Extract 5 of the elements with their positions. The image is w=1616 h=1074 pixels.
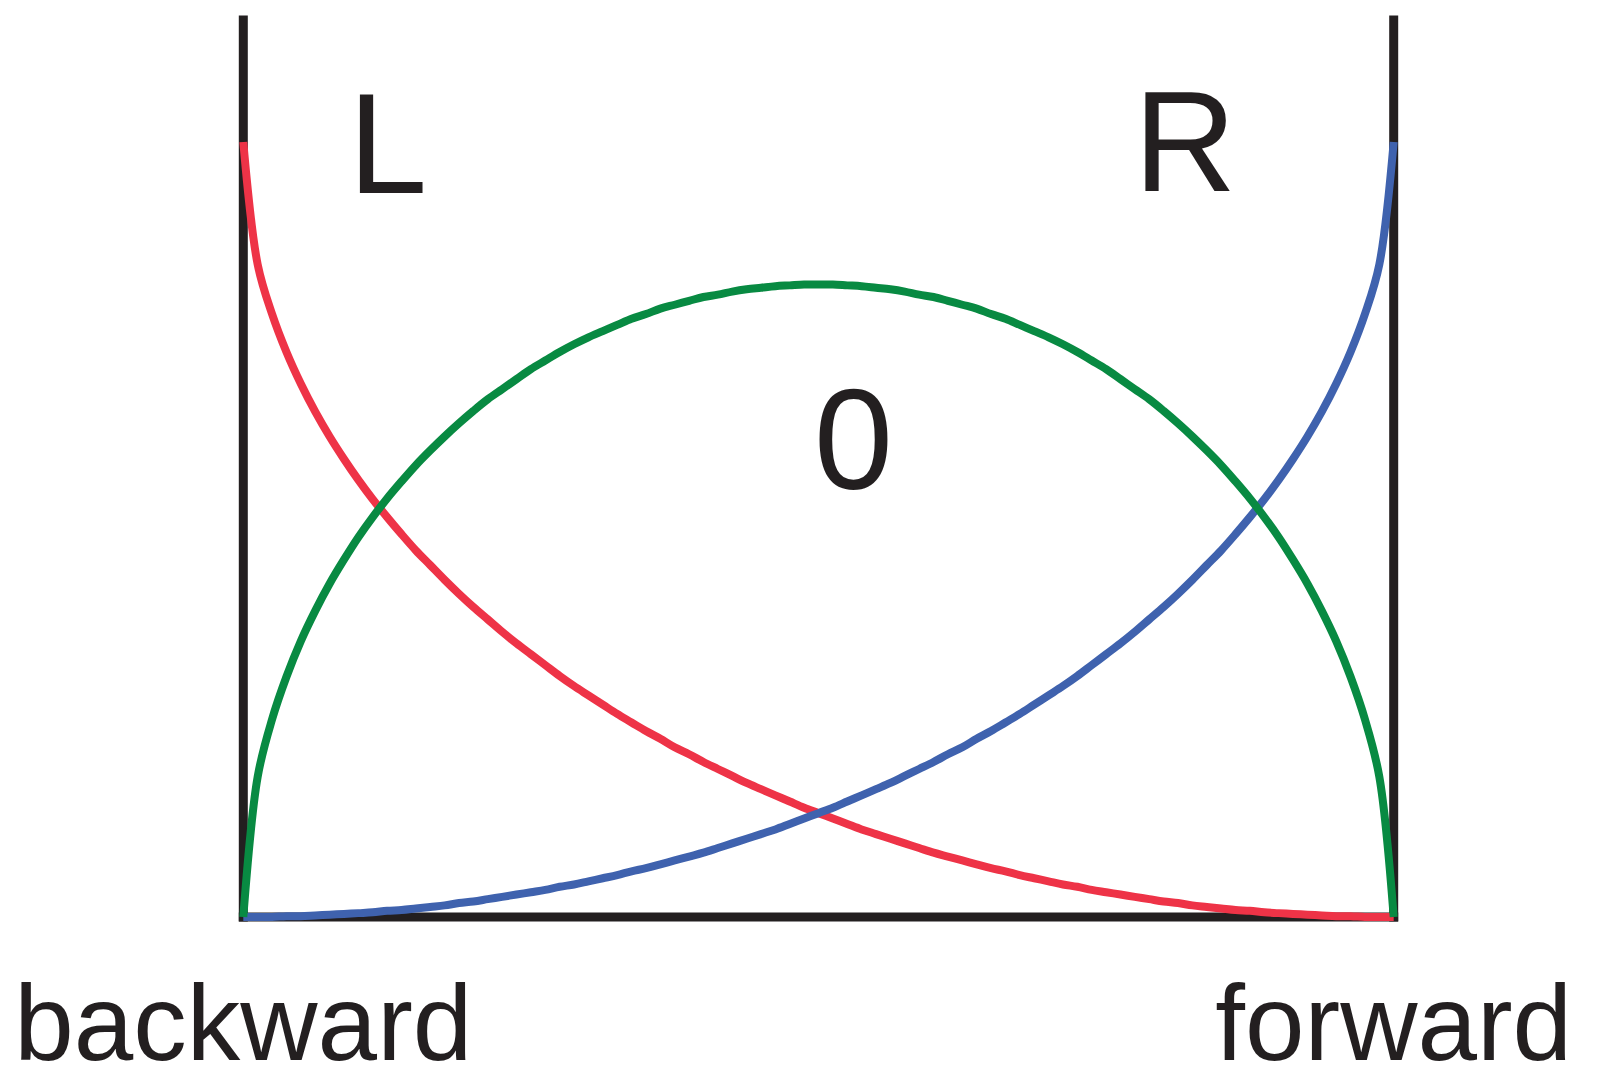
x-tick-label: forward [1215,963,1573,1074]
series-label: R [1133,62,1237,221]
series-label: L [348,64,428,223]
x-tick-label: backward [14,963,473,1074]
series-label: 0 [814,359,893,519]
